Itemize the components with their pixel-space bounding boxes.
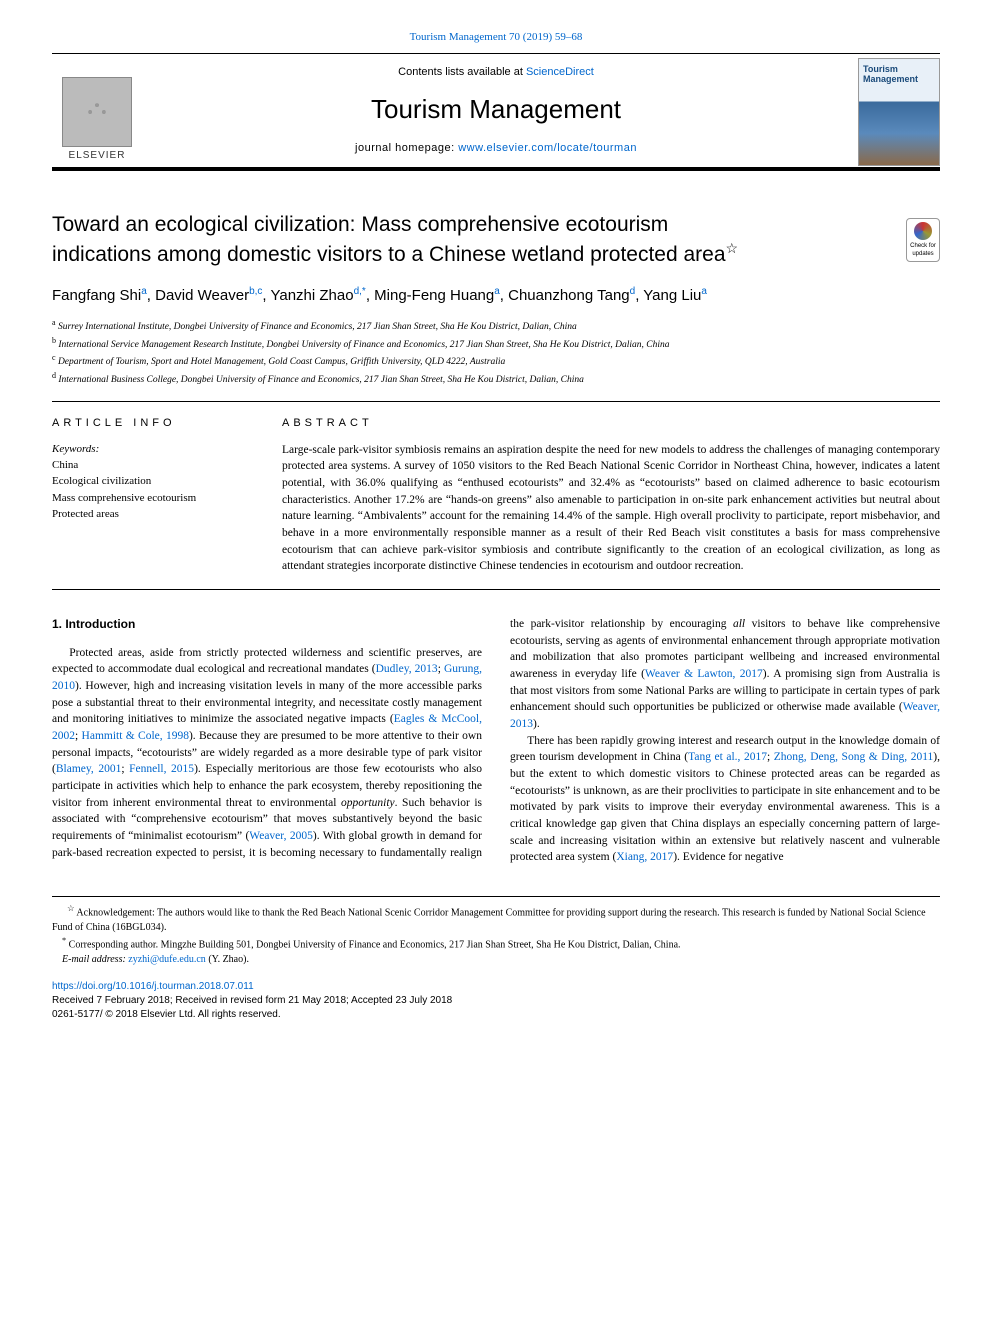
homepage-prefix: journal homepage:	[355, 142, 458, 154]
citation-link[interactable]: Blamey, 2001	[56, 763, 121, 775]
article-info-col: ARTICLE INFO Keywords: China Ecological …	[52, 416, 252, 575]
journal-cover-block: Tourism Management	[850, 54, 940, 167]
keywords-list: China Ecological civilization Mass compr…	[52, 457, 252, 523]
affiliation: d International Business College, Dongbe…	[52, 370, 940, 387]
acknowledgement-footnote: ☆ Acknowledgement: The authors would lik…	[52, 903, 940, 935]
keyword: Protected areas	[52, 506, 252, 523]
title-footnote-marker: ☆	[726, 240, 739, 256]
info-abstract-row: ARTICLE INFO Keywords: China Ecological …	[52, 416, 940, 575]
rule	[52, 589, 940, 590]
affiliation: c Department of Tourism, Sport and Hotel…	[52, 352, 940, 369]
elsevier-tree-icon	[62, 77, 132, 147]
top-citation-link[interactable]: Tourism Management 70 (2019) 59–68	[410, 31, 583, 43]
masthead-center: Contents lists available at ScienceDirec…	[142, 54, 850, 167]
contents-line: Contents lists available at ScienceDirec…	[142, 65, 850, 80]
masthead: ELSEVIER Contents lists available at Sci…	[52, 53, 940, 171]
footnotes: ☆ Acknowledgement: The authors would lik…	[52, 896, 940, 968]
keyword: China	[52, 457, 252, 474]
check-line1: Check for	[910, 242, 936, 250]
email-link[interactable]: zyzhi@dufe.edu.cn	[128, 954, 206, 965]
citation-link[interactable]: Tang et al., 2017	[688, 751, 767, 763]
check-updates-badge[interactable]: Check for updates	[906, 218, 940, 262]
author: , Chuanzhong Tang	[500, 287, 630, 304]
abstract-heading: ABSTRACT	[282, 416, 940, 431]
emphasis: opportunity	[341, 797, 395, 809]
elsevier-wordmark: ELSEVIER	[69, 149, 126, 163]
crossmark-icon	[914, 222, 932, 240]
emphasis: all	[733, 618, 745, 630]
author: , Ming-Feng Huang	[366, 287, 494, 304]
article-dates: Received 7 February 2018; Received in re…	[52, 994, 940, 1008]
journal-cover: Tourism Management	[858, 58, 940, 166]
doi-link[interactable]: https://doi.org/10.1016/j.tourman.2018.0…	[52, 981, 254, 992]
citation-link[interactable]: Xiang, 2017	[616, 851, 673, 863]
authors: Fangfang Shi a , David Weaverb,c, Yanzhi Z…	[52, 284, 940, 308]
article-head: Toward an ecological civilization: Mass …	[52, 211, 940, 387]
doi-block: https://doi.org/10.1016/j.tourman.2018.0…	[52, 980, 940, 1022]
copyright-line: 0261-5177/ © 2018 Elsevier Ltd. All righ…	[52, 1008, 940, 1022]
affil-link[interactable]: d,	[354, 286, 362, 297]
citation-link[interactable]: Weaver, 2005	[249, 830, 313, 842]
top-citation: Tourism Management 70 (2019) 59–68	[52, 30, 940, 45]
affil-link[interactable]: a	[701, 286, 707, 297]
body-paragraph: There has been rapidly growing interest …	[510, 733, 940, 866]
citation-link[interactable]: Zhong, Deng, Song & Ding, 2011	[774, 751, 934, 763]
rule	[52, 401, 940, 402]
email-footnote: E-mail address: zyzhi@dufe.edu.cn (Y. Zh…	[52, 953, 940, 968]
author: Fangfang Shi	[52, 287, 141, 304]
article-info-heading: ARTICLE INFO	[52, 416, 252, 431]
title-line1: Toward an ecological civilization: Mass …	[52, 213, 668, 236]
keyword: Ecological civilization	[52, 473, 252, 490]
abstract-text: Large-scale park-visitor symbiosis remai…	[282, 442, 940, 575]
citation-link[interactable]: Fennell, 2015	[129, 763, 194, 775]
author: , David Weaver	[147, 287, 249, 304]
author: , Yang Liu	[635, 287, 701, 304]
author: , Yanzhi Zhao	[262, 287, 353, 304]
contents-prefix: Contents lists available at	[398, 66, 526, 78]
affil-link[interactable]: b,c	[249, 286, 262, 297]
citation-link[interactable]: Weaver & Lawton, 2017	[645, 668, 763, 680]
check-line2: updates	[912, 250, 933, 258]
homepage-line: journal homepage: www.elsevier.com/locat…	[142, 141, 850, 156]
abstract-col: ABSTRACT Large-scale park-visitor symbio…	[282, 416, 940, 575]
affiliations: a Surrey International Institute, Dongbe…	[52, 317, 940, 387]
homepage-link[interactable]: www.elsevier.com/locate/tourman	[458, 142, 637, 154]
publisher-logo-block: ELSEVIER	[52, 54, 142, 167]
keywords-label: Keywords:	[52, 442, 252, 457]
article-title: Toward an ecological civilization: Mass …	[52, 211, 940, 268]
corresponding-footnote: * Corresponding author. Mingzhe Building…	[52, 935, 940, 953]
citation-link[interactable]: Dudley, 2013	[376, 663, 438, 675]
journal-name: Tourism Management	[142, 91, 850, 127]
body-columns: 1. Introduction Protected areas, aside f…	[52, 616, 940, 866]
title-line2: indications among domestic visitors to a…	[52, 243, 726, 266]
affiliation: b International Service Management Resea…	[52, 335, 940, 352]
section-heading: 1. Introduction	[52, 616, 482, 633]
citation-link[interactable]: Hammitt & Cole, 1998	[82, 730, 189, 742]
keyword: Mass comprehensive ecotourism	[52, 490, 252, 507]
affiliation: a Surrey International Institute, Dongbe…	[52, 317, 940, 334]
sciencedirect-link[interactable]: ScienceDirect	[526, 66, 594, 78]
journal-cover-title: Tourism Management	[859, 59, 939, 91]
